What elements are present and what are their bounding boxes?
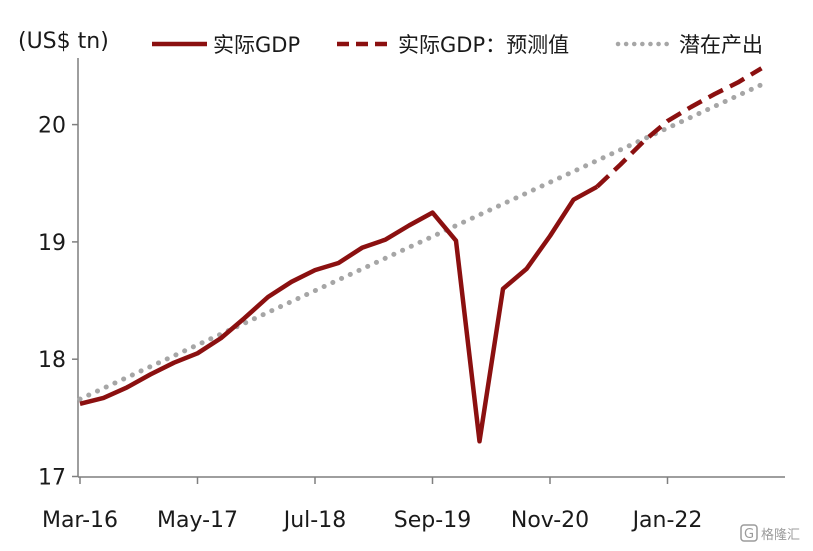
legend-label-potential: 潜在产出 xyxy=(679,33,763,57)
y-tick-label: 19 xyxy=(38,231,66,256)
x-tick-label: Mar-16 xyxy=(42,508,118,533)
series-line-forecast xyxy=(595,66,763,189)
y-tick-label: 18 xyxy=(38,348,66,373)
x-tick-label: May-17 xyxy=(157,508,238,533)
legend-label-actual: 实际GDP xyxy=(213,33,300,57)
watermark-logo-icon xyxy=(740,524,758,542)
watermark-logo-letter: G xyxy=(744,527,754,542)
y-tick-label: 17 xyxy=(38,466,66,491)
x-tick-label: Nov-20 xyxy=(511,508,589,533)
x-tick-label: Jan-22 xyxy=(631,508,703,533)
x-tick-label: Jul-18 xyxy=(282,508,346,533)
y-axis-ticks: 17 18 19 20 xyxy=(38,114,78,491)
x-tick-label: Sep-19 xyxy=(394,508,471,533)
watermark-text: 格隆汇 xyxy=(761,527,800,543)
watermark: G 格隆汇 xyxy=(740,524,800,543)
series-layer xyxy=(77,66,764,444)
series-line-potential-output xyxy=(77,82,764,402)
series-line-actual-gdp xyxy=(79,184,599,444)
y-unit-label: (US$ tn) xyxy=(18,29,109,54)
y-tick-label: 20 xyxy=(38,114,66,139)
x-axis-ticks: Mar-16 May-17 Jul-18 Sep-19 Nov-20 Jan-22 xyxy=(42,477,702,533)
legend-label-forecast: 实际GDP：预测值 xyxy=(398,33,569,57)
legend: 实际GDP 实际GDP：预测值 潜在产出 xyxy=(152,33,763,57)
